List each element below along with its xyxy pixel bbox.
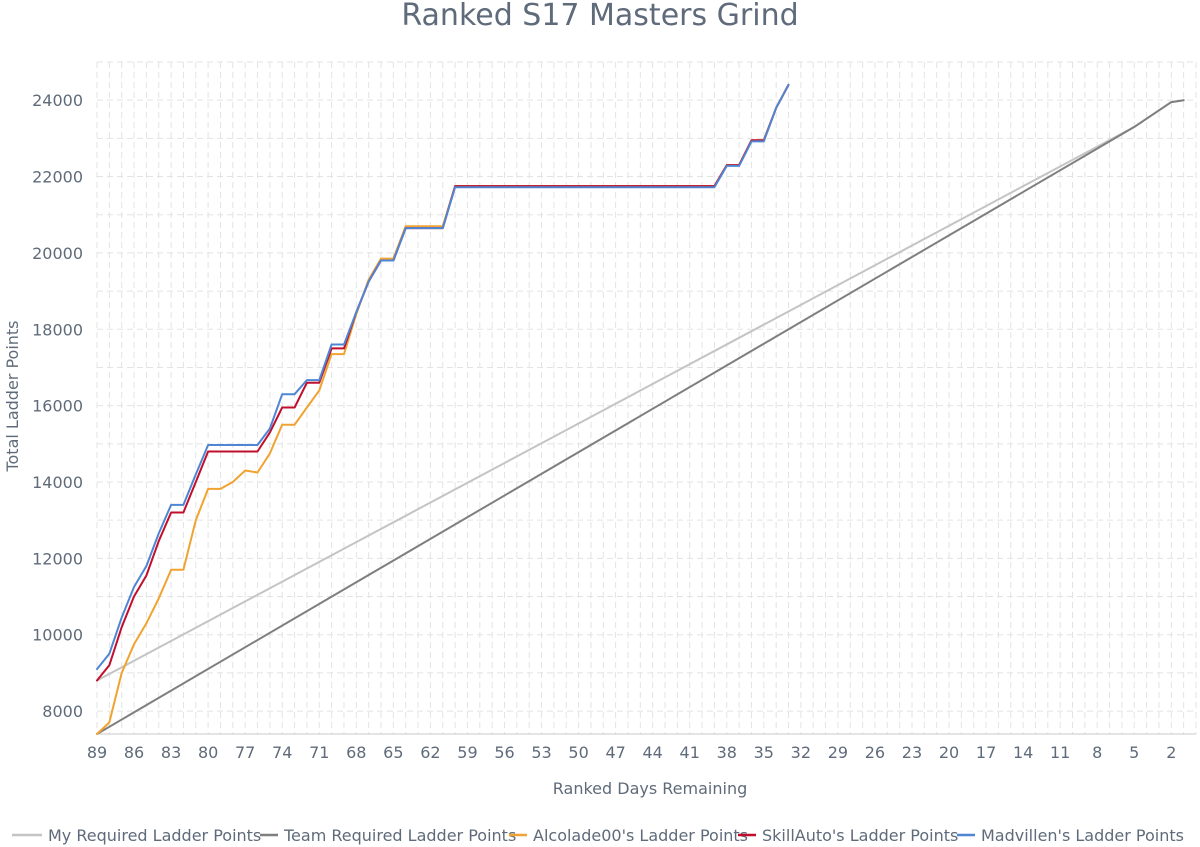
legend-item[interactable]: Team Required Ladder Points	[260, 826, 516, 845]
x-tick-label: 29	[828, 743, 848, 762]
x-tick-label: 74	[272, 743, 292, 762]
y-tick-label: 12000	[32, 549, 83, 568]
chart-title: Ranked S17 Masters Grind	[401, 0, 798, 33]
x-tick-label: 35	[754, 743, 774, 762]
x-tick-label: 11	[1050, 743, 1070, 762]
legend-label: My Required Ladder Points	[48, 826, 261, 845]
x-tick-label: 65	[383, 743, 403, 762]
y-tick-label: 18000	[32, 320, 83, 339]
x-tick-label: 8	[1092, 743, 1102, 762]
x-tick-label: 89	[87, 743, 107, 762]
gridlines	[96, 61, 1197, 734]
x-tick-label: 50	[568, 743, 588, 762]
x-tick-label: 32	[791, 743, 811, 762]
x-tick-label: 2	[1166, 743, 1176, 762]
x-tick-label: 41	[680, 743, 700, 762]
legend-item[interactable]: My Required Ladder Points	[12, 826, 261, 845]
x-tick-label: 68	[346, 743, 366, 762]
series-line	[96, 99, 1185, 735]
legend-label: Madvillen's Ladder Points	[981, 826, 1184, 845]
y-tick-label: 16000	[32, 397, 83, 416]
y-tick-label: 14000	[32, 473, 83, 492]
series-lines	[96, 83, 1185, 735]
x-tick-label: 71	[309, 743, 329, 762]
x-tick-label: 26	[865, 743, 885, 762]
legend-label: Alcolade00's Ladder Points	[533, 826, 748, 845]
x-tick-label: 38	[717, 743, 737, 762]
legend-item[interactable]: Madvillen's Ladder Points	[957, 826, 1184, 845]
x-tick-label: 77	[235, 743, 255, 762]
legend-label: Team Required Ladder Points	[283, 826, 516, 845]
y-tick-label: 10000	[32, 626, 83, 645]
legend: My Required Ladder Points Team Required L…	[12, 826, 1184, 845]
y-tick-label: 22000	[32, 168, 83, 187]
x-tick-label: 44	[642, 743, 662, 762]
x-tick-label: 17	[976, 743, 996, 762]
y-axis-label: Total Ladder Points	[3, 320, 22, 472]
x-tick-label: 14	[1013, 743, 1033, 762]
y-tick-label: 20000	[32, 244, 83, 263]
x-tick-label: 80	[198, 743, 218, 762]
x-tick-label: 62	[420, 743, 440, 762]
x-tick-label: 47	[605, 743, 625, 762]
x-tick-label: 53	[531, 743, 551, 762]
y-tick-label: 8000	[42, 702, 83, 721]
x-tick-label: 83	[161, 743, 181, 762]
legend-item[interactable]: Alcolade00's Ladder Points	[509, 826, 748, 845]
legend-label: SkillAuto's Ladder Points	[762, 826, 958, 845]
x-tick-label: 86	[124, 743, 144, 762]
x-tick-label: 23	[902, 743, 922, 762]
x-tick-label: 56	[494, 743, 514, 762]
x-tick-label: 59	[457, 743, 477, 762]
x-tick-label: 20	[939, 743, 959, 762]
y-tick-label: 24000	[32, 91, 83, 110]
x-axis-label: Ranked Days Remaining	[553, 779, 747, 798]
x-tick-label: 5	[1129, 743, 1139, 762]
series-line	[96, 83, 790, 671]
axes: 89 86 83 80 77 74 71 68 65 62 59 56 53 50 47 44 41 38 35 32…	[32, 91, 1196, 762]
legend-item[interactable]: SkillAuto's Ladder Points	[738, 826, 958, 845]
